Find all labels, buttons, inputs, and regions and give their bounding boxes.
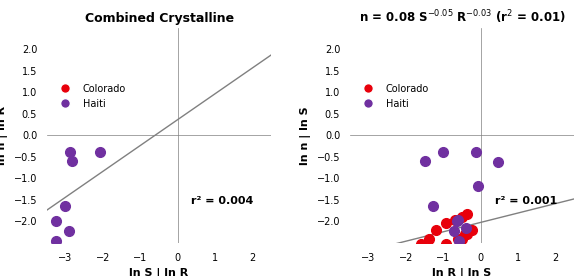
Point <box>449 229 459 233</box>
Point <box>452 219 461 223</box>
Y-axis label: ln n | ln S: ln n | ln S <box>300 106 311 164</box>
Point <box>428 203 438 208</box>
Point <box>22 226 31 230</box>
Point <box>461 226 471 230</box>
Point <box>471 149 481 154</box>
Text: r² = 0.001: r² = 0.001 <box>495 196 557 206</box>
Point <box>0 232 2 237</box>
Point <box>424 237 434 241</box>
Title: Combined Crystalline: Combined Crystalline <box>84 12 234 25</box>
Point <box>463 212 472 216</box>
Point <box>468 262 477 266</box>
Point <box>27 212 36 216</box>
Point <box>416 242 425 246</box>
Point <box>420 158 430 163</box>
Point <box>454 239 463 243</box>
Point <box>67 158 76 163</box>
Point <box>442 242 451 246</box>
Point <box>96 150 105 155</box>
Text: r² = 0.004: r² = 0.004 <box>192 196 254 206</box>
Point <box>0 237 2 241</box>
Point <box>52 239 61 243</box>
Y-axis label: ln n | ln R: ln n | ln R <box>0 106 8 165</box>
Point <box>5 232 14 237</box>
Point <box>6 250 16 254</box>
Point <box>5 237 14 241</box>
Point <box>473 184 483 188</box>
Point <box>438 150 448 155</box>
Point <box>27 215 36 219</box>
Point <box>5 262 14 266</box>
Point <box>463 272 472 276</box>
Point <box>493 160 503 164</box>
Point <box>60 203 70 208</box>
Legend: Colorado, Haiti: Colorado, Haiti <box>355 80 433 112</box>
Point <box>450 248 459 252</box>
Point <box>454 237 463 241</box>
Point <box>463 232 472 237</box>
Point <box>22 160 31 164</box>
Legend: Colorado, Haiti: Colorado, Haiti <box>52 80 130 112</box>
Point <box>66 149 75 154</box>
Point <box>431 262 441 266</box>
Point <box>6 184 15 188</box>
Point <box>65 229 74 233</box>
Point <box>27 221 36 225</box>
Point <box>6 218 15 222</box>
Point <box>468 228 477 232</box>
Point <box>5 254 14 259</box>
Point <box>27 218 36 222</box>
X-axis label: ln S | ln R: ln S | ln R <box>130 268 189 276</box>
Point <box>441 250 451 254</box>
Point <box>5 242 14 246</box>
Title: n = 0.08 S$^{-0.05}$ R$^{-0.03}$ (r$^2$ = 0.01): n = 0.08 S$^{-0.05}$ R$^{-0.03}$ (r$^2$ … <box>359 8 565 26</box>
Point <box>5 228 14 232</box>
Point <box>457 215 466 219</box>
Point <box>27 228 36 232</box>
Point <box>460 232 469 237</box>
Point <box>472 254 482 259</box>
Point <box>448 248 457 252</box>
X-axis label: ln R | ln S: ln R | ln S <box>432 268 492 276</box>
Point <box>0 254 2 259</box>
Point <box>450 218 459 222</box>
Point <box>52 219 61 223</box>
Point <box>453 218 462 222</box>
Point <box>27 237 36 241</box>
Point <box>22 248 31 252</box>
Point <box>27 242 36 246</box>
Point <box>437 254 446 259</box>
Point <box>431 228 441 232</box>
Point <box>0 248 2 252</box>
Point <box>457 237 466 241</box>
Point <box>442 221 451 225</box>
Point <box>442 254 451 259</box>
